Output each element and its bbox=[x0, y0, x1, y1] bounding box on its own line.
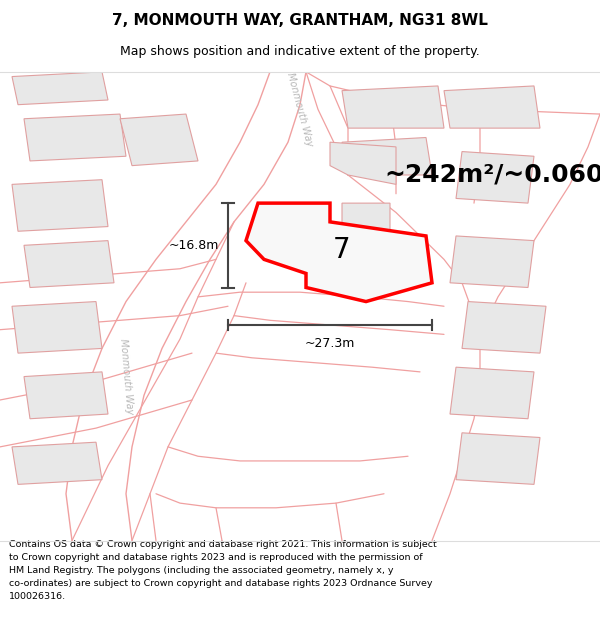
Text: ~27.3m: ~27.3m bbox=[305, 337, 355, 350]
Polygon shape bbox=[246, 203, 432, 301]
Text: Monmouth Way: Monmouth Way bbox=[118, 338, 134, 415]
Polygon shape bbox=[450, 236, 534, 288]
Polygon shape bbox=[120, 114, 198, 166]
Polygon shape bbox=[450, 367, 534, 419]
Polygon shape bbox=[456, 151, 534, 203]
Text: 7, MONMOUTH WAY, GRANTHAM, NG31 8WL: 7, MONMOUTH WAY, GRANTHAM, NG31 8WL bbox=[112, 12, 488, 28]
Text: 7: 7 bbox=[333, 236, 351, 264]
Polygon shape bbox=[456, 432, 540, 484]
Text: ~242m²/~0.060ac.: ~242m²/~0.060ac. bbox=[384, 163, 600, 187]
Polygon shape bbox=[342, 138, 432, 175]
Polygon shape bbox=[12, 442, 102, 484]
Polygon shape bbox=[24, 114, 126, 161]
Text: ~16.8m: ~16.8m bbox=[169, 239, 219, 252]
Polygon shape bbox=[12, 72, 108, 104]
Polygon shape bbox=[342, 203, 390, 231]
Text: Monmouth Way: Monmouth Way bbox=[286, 71, 314, 148]
Polygon shape bbox=[12, 180, 108, 231]
Polygon shape bbox=[342, 86, 444, 128]
Polygon shape bbox=[12, 301, 102, 353]
Text: Contains OS data © Crown copyright and database right 2021. This information is : Contains OS data © Crown copyright and d… bbox=[9, 541, 437, 601]
Polygon shape bbox=[462, 301, 546, 353]
Polygon shape bbox=[444, 86, 540, 128]
Polygon shape bbox=[24, 372, 108, 419]
Polygon shape bbox=[330, 142, 396, 184]
Text: Map shows position and indicative extent of the property.: Map shows position and indicative extent… bbox=[120, 45, 480, 58]
Polygon shape bbox=[24, 241, 114, 288]
